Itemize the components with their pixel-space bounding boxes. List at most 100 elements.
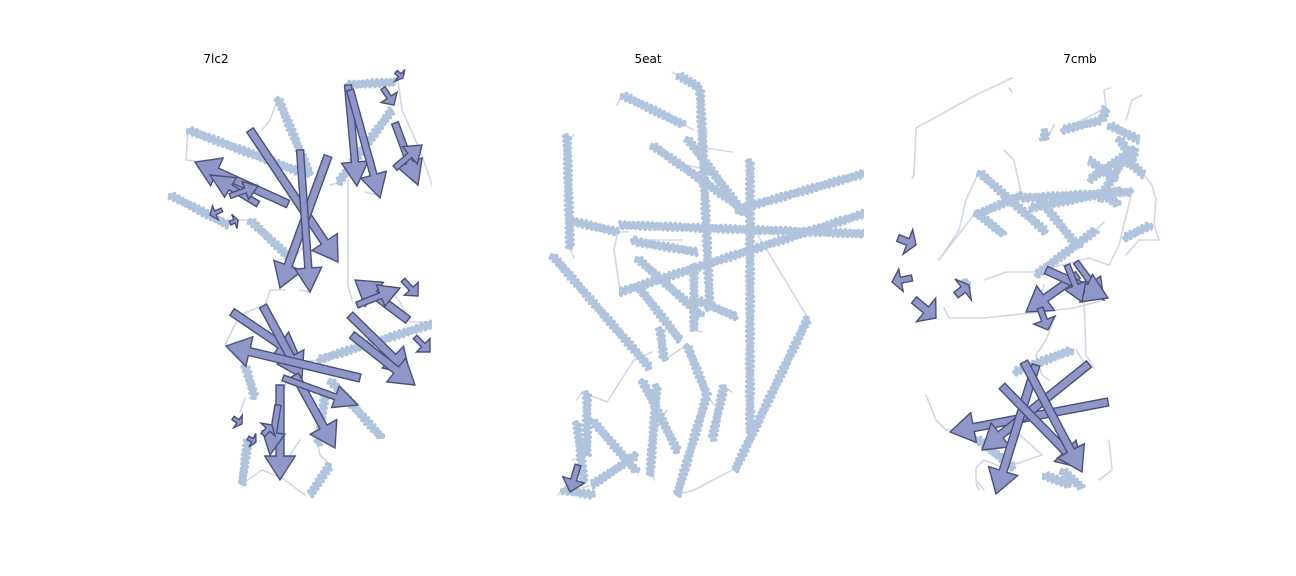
beta-strand-arrow — [245, 126, 339, 264]
alpha-helix — [672, 393, 711, 498]
alpha-helix — [1101, 192, 1122, 208]
loop-segment — [241, 469, 283, 485]
loop-segment — [1045, 324, 1053, 341]
alpha-helix — [694, 86, 715, 313]
loop-segment — [1083, 299, 1087, 356]
structure-cartoon-7cmb — [891, 77, 1160, 496]
alpha-helix — [635, 237, 699, 258]
alpha-helix — [1038, 128, 1051, 142]
beta-strand-arrow — [209, 203, 224, 222]
beta-strand-arrow — [228, 180, 260, 201]
alpha-helix — [1012, 346, 1075, 377]
beta-strand-arrow — [228, 213, 239, 229]
beta-strand-arrow — [980, 359, 1093, 451]
beta-strand-arrow — [952, 278, 973, 303]
alpha-helix — [167, 191, 230, 230]
loop-segment — [606, 359, 635, 403]
beta-strand-arrow — [281, 374, 360, 409]
alpha-helix — [619, 91, 687, 129]
loop-segment — [943, 307, 985, 319]
loop-segment — [1153, 199, 1157, 226]
loop-segment — [397, 79, 432, 187]
loop-segment — [925, 394, 947, 431]
loop-segment — [1131, 94, 1143, 101]
structure-panel-7cmb: 7cmb — [864, 0, 1296, 576]
alpha-helix — [974, 191, 1024, 220]
alpha-helix — [649, 142, 746, 214]
loop-segment — [975, 459, 985, 481]
alpha-helix — [1058, 468, 1086, 491]
alpha-helix — [675, 72, 703, 92]
alpha-helix — [618, 219, 864, 239]
loop-segment — [1085, 354, 1095, 369]
beta-strand-arrow — [412, 334, 431, 353]
alpha-helix — [561, 133, 575, 250]
structure-cartoon-7lc2 — [167, 69, 432, 499]
alpha-helix — [1034, 226, 1100, 279]
panel-title: 5eat — [634, 52, 662, 66]
alpha-helix — [1125, 159, 1147, 180]
beta-strand-arrow — [392, 144, 423, 172]
alpha-helix — [307, 462, 333, 499]
loop-segment — [1103, 87, 1111, 109]
beta-strand-arrow — [208, 174, 261, 208]
loop-segment — [1143, 174, 1153, 186]
loop-segment — [1153, 224, 1160, 241]
alpha-helix — [734, 168, 864, 215]
beta-strand-arrow — [258, 422, 277, 439]
loop-segment — [317, 444, 331, 466]
loop-segment — [1125, 99, 1133, 121]
alpha-helix — [637, 378, 682, 455]
alpha-helix — [572, 420, 589, 486]
loop-segment — [261, 97, 279, 131]
loop-segment — [1035, 339, 1047, 356]
alpha-helix — [744, 158, 756, 434]
beta-strand-arrow — [263, 384, 297, 482]
beta-strand-arrow — [224, 335, 362, 383]
loop-segment — [347, 179, 353, 301]
beta-strand-arrow — [891, 266, 914, 294]
loop-segment — [1095, 221, 1105, 231]
loop-segment — [938, 199, 967, 261]
beta-strand-arrow — [392, 69, 406, 83]
alpha-helix — [682, 343, 712, 397]
loop-segment — [299, 289, 311, 293]
loop-segment — [576, 391, 583, 401]
alpha-helix — [630, 235, 639, 246]
beta-strand-arrow — [293, 149, 323, 294]
beta-strand-arrow — [348, 330, 417, 386]
alpha-helix — [1098, 105, 1111, 122]
loop-segment — [289, 439, 301, 456]
loop-segment — [975, 479, 985, 491]
beta-strand-arrow — [230, 412, 243, 430]
beta-strand-arrow — [1031, 306, 1057, 331]
alpha-helix — [1122, 221, 1154, 243]
loop-segment — [1003, 149, 1023, 199]
loop-segment — [983, 311, 1040, 319]
loop-segment — [1108, 191, 1133, 266]
loop-segment — [915, 77, 1013, 129]
loop-segment — [676, 469, 733, 496]
loop-segment — [705, 147, 733, 153]
beta-strand-arrow — [910, 295, 937, 323]
structure-cartoon-5eat — [548, 71, 864, 500]
structure-panel-5eat: 5eat — [432, 0, 864, 576]
alpha-helix — [548, 253, 653, 372]
alpha-helix — [1106, 121, 1141, 145]
panel-title: 7cmb — [1063, 52, 1097, 66]
beta-strand-arrow — [246, 433, 257, 448]
loop-segment — [281, 477, 306, 496]
beta-strand-arrow — [1019, 359, 1086, 474]
alpha-helix — [560, 485, 596, 500]
loop-segment — [1108, 439, 1113, 471]
alpha-helix — [645, 383, 662, 478]
loop-segment — [1151, 184, 1157, 201]
alpha-helix — [565, 216, 620, 237]
beta-strand-arrow — [400, 277, 419, 297]
alpha-helix — [1032, 193, 1084, 250]
loop-segment — [1073, 299, 1105, 309]
loop-segment — [409, 321, 432, 323]
alpha-helix — [344, 77, 397, 91]
structure-panel-7lc2: 7lc2 — [0, 0, 432, 576]
alpha-helix — [240, 363, 259, 400]
